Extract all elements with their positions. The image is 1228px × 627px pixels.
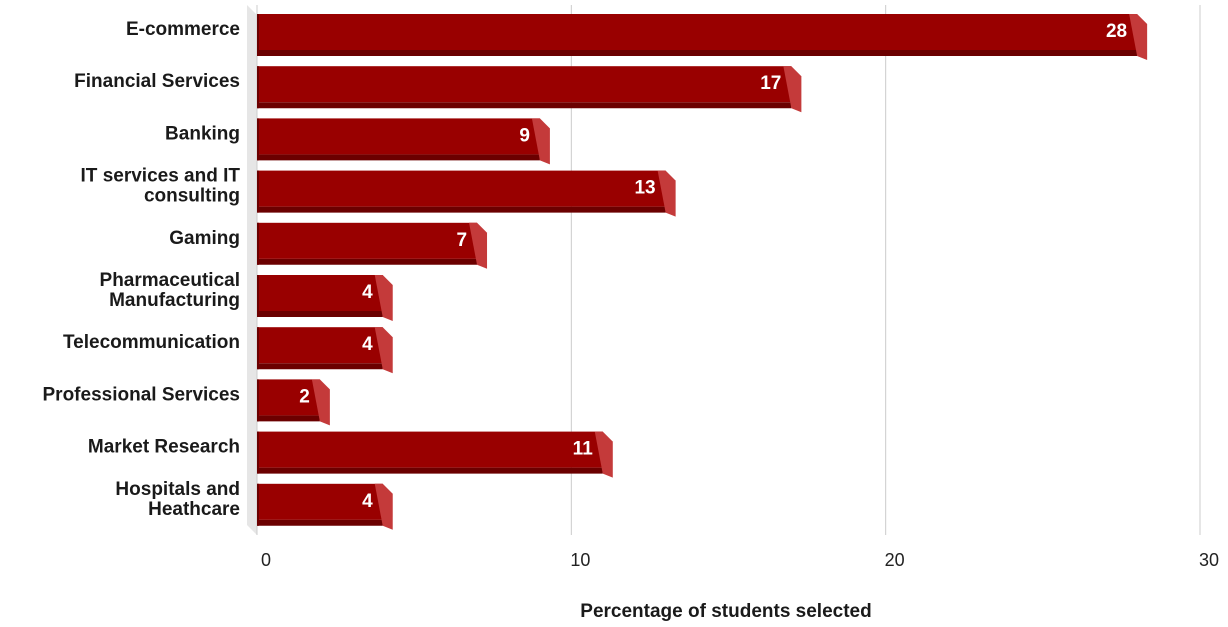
x-tick-label: 0 [261, 550, 271, 570]
bar-side-face [374, 483, 393, 530]
bar-front-face [257, 170, 666, 207]
bar-side-face [374, 275, 393, 321]
bar-side-face [594, 431, 613, 478]
bar-bottom-face [257, 467, 603, 474]
bar-side-face [657, 170, 676, 217]
category-labels: E-commerce Financial Services Banking IT se… [43, 19, 241, 520]
bar-side-face [783, 66, 802, 113]
bar-front-face [257, 379, 320, 416]
data-label: 7 [456, 230, 467, 251]
category-label: Professional Services [43, 384, 241, 405]
category-label: Banking [165, 123, 240, 144]
bar [257, 327, 393, 374]
bar-edge [257, 118, 259, 161]
bar-bottom-face [257, 415, 320, 422]
category-label: Gaming [169, 228, 240, 249]
category-label: E-commerce [126, 19, 240, 40]
bar-side-face [469, 222, 488, 269]
bar [257, 275, 393, 321]
data-label: 17 [760, 73, 781, 94]
x-tick-label: 20 [885, 550, 905, 570]
category-label: Hospitals and Heathcare [115, 479, 240, 520]
bar-bottom-face [257, 311, 383, 317]
bars [257, 14, 1148, 530]
category-label: Pharmaceutical Manufacturing [100, 270, 240, 311]
data-label: 28 [1106, 21, 1127, 42]
bar-bottom-face [257, 50, 1138, 56]
data-label: 13 [634, 178, 655, 199]
bar-edge [257, 431, 259, 474]
bar [257, 379, 330, 426]
bar-front-face [257, 14, 1138, 50]
bar-front-face [257, 118, 540, 155]
bar-front-face [257, 327, 383, 364]
bar [257, 170, 676, 217]
bar-side-face [311, 379, 330, 426]
bar-front-face [257, 431, 603, 468]
data-label: 2 [299, 386, 310, 407]
data-label: 9 [519, 125, 530, 146]
chart-floor [247, 5, 257, 535]
bar-edge [257, 379, 259, 422]
x-axis-ticks: 0 10 20 30 [261, 550, 1219, 570]
bar-edge [257, 327, 259, 370]
data-label: 11 [573, 439, 594, 460]
bar-edge [257, 483, 259, 526]
bar-bottom-face [257, 519, 383, 526]
category-label: Telecommunication [63, 332, 240, 353]
bar-edge [257, 170, 259, 213]
bar-side-face [374, 327, 393, 374]
bar-front-face [257, 483, 383, 520]
bar [257, 222, 488, 269]
category-label: Market Research [88, 437, 240, 458]
data-labels: 28 17 9 13 7 4 4 2 11 4 [299, 21, 1127, 512]
bar-edge [257, 66, 259, 109]
bar [257, 483, 393, 530]
bar-bottom-face [257, 102, 792, 109]
bar-side-face [1129, 14, 1148, 60]
bar-bottom-face [257, 206, 666, 213]
bar-front-face [257, 222, 478, 259]
bar-bottom-face [257, 363, 383, 370]
bar [257, 118, 550, 165]
bar [257, 14, 1148, 60]
data-label: 4 [362, 282, 373, 303]
bar-edge [257, 222, 259, 265]
x-axis-title: Percentage of students selected [580, 601, 871, 622]
bar-front-face [257, 275, 383, 311]
category-label: Financial Services [74, 71, 240, 92]
bar-front-face [257, 66, 792, 103]
bar [257, 66, 802, 113]
x-tick-label: 30 [1199, 550, 1219, 570]
category-label: IT services and IT consulting [81, 166, 241, 207]
bar-side-face [531, 118, 550, 165]
bar-bottom-face [257, 154, 540, 161]
bar [257, 431, 613, 478]
bar-bottom-face [257, 258, 478, 265]
data-label: 4 [362, 491, 373, 512]
data-label: 4 [362, 334, 373, 355]
x-tick-label: 10 [570, 550, 590, 570]
chart-wall [247, 5, 257, 535]
bar-edge [257, 275, 259, 317]
bar-edge [257, 14, 259, 56]
